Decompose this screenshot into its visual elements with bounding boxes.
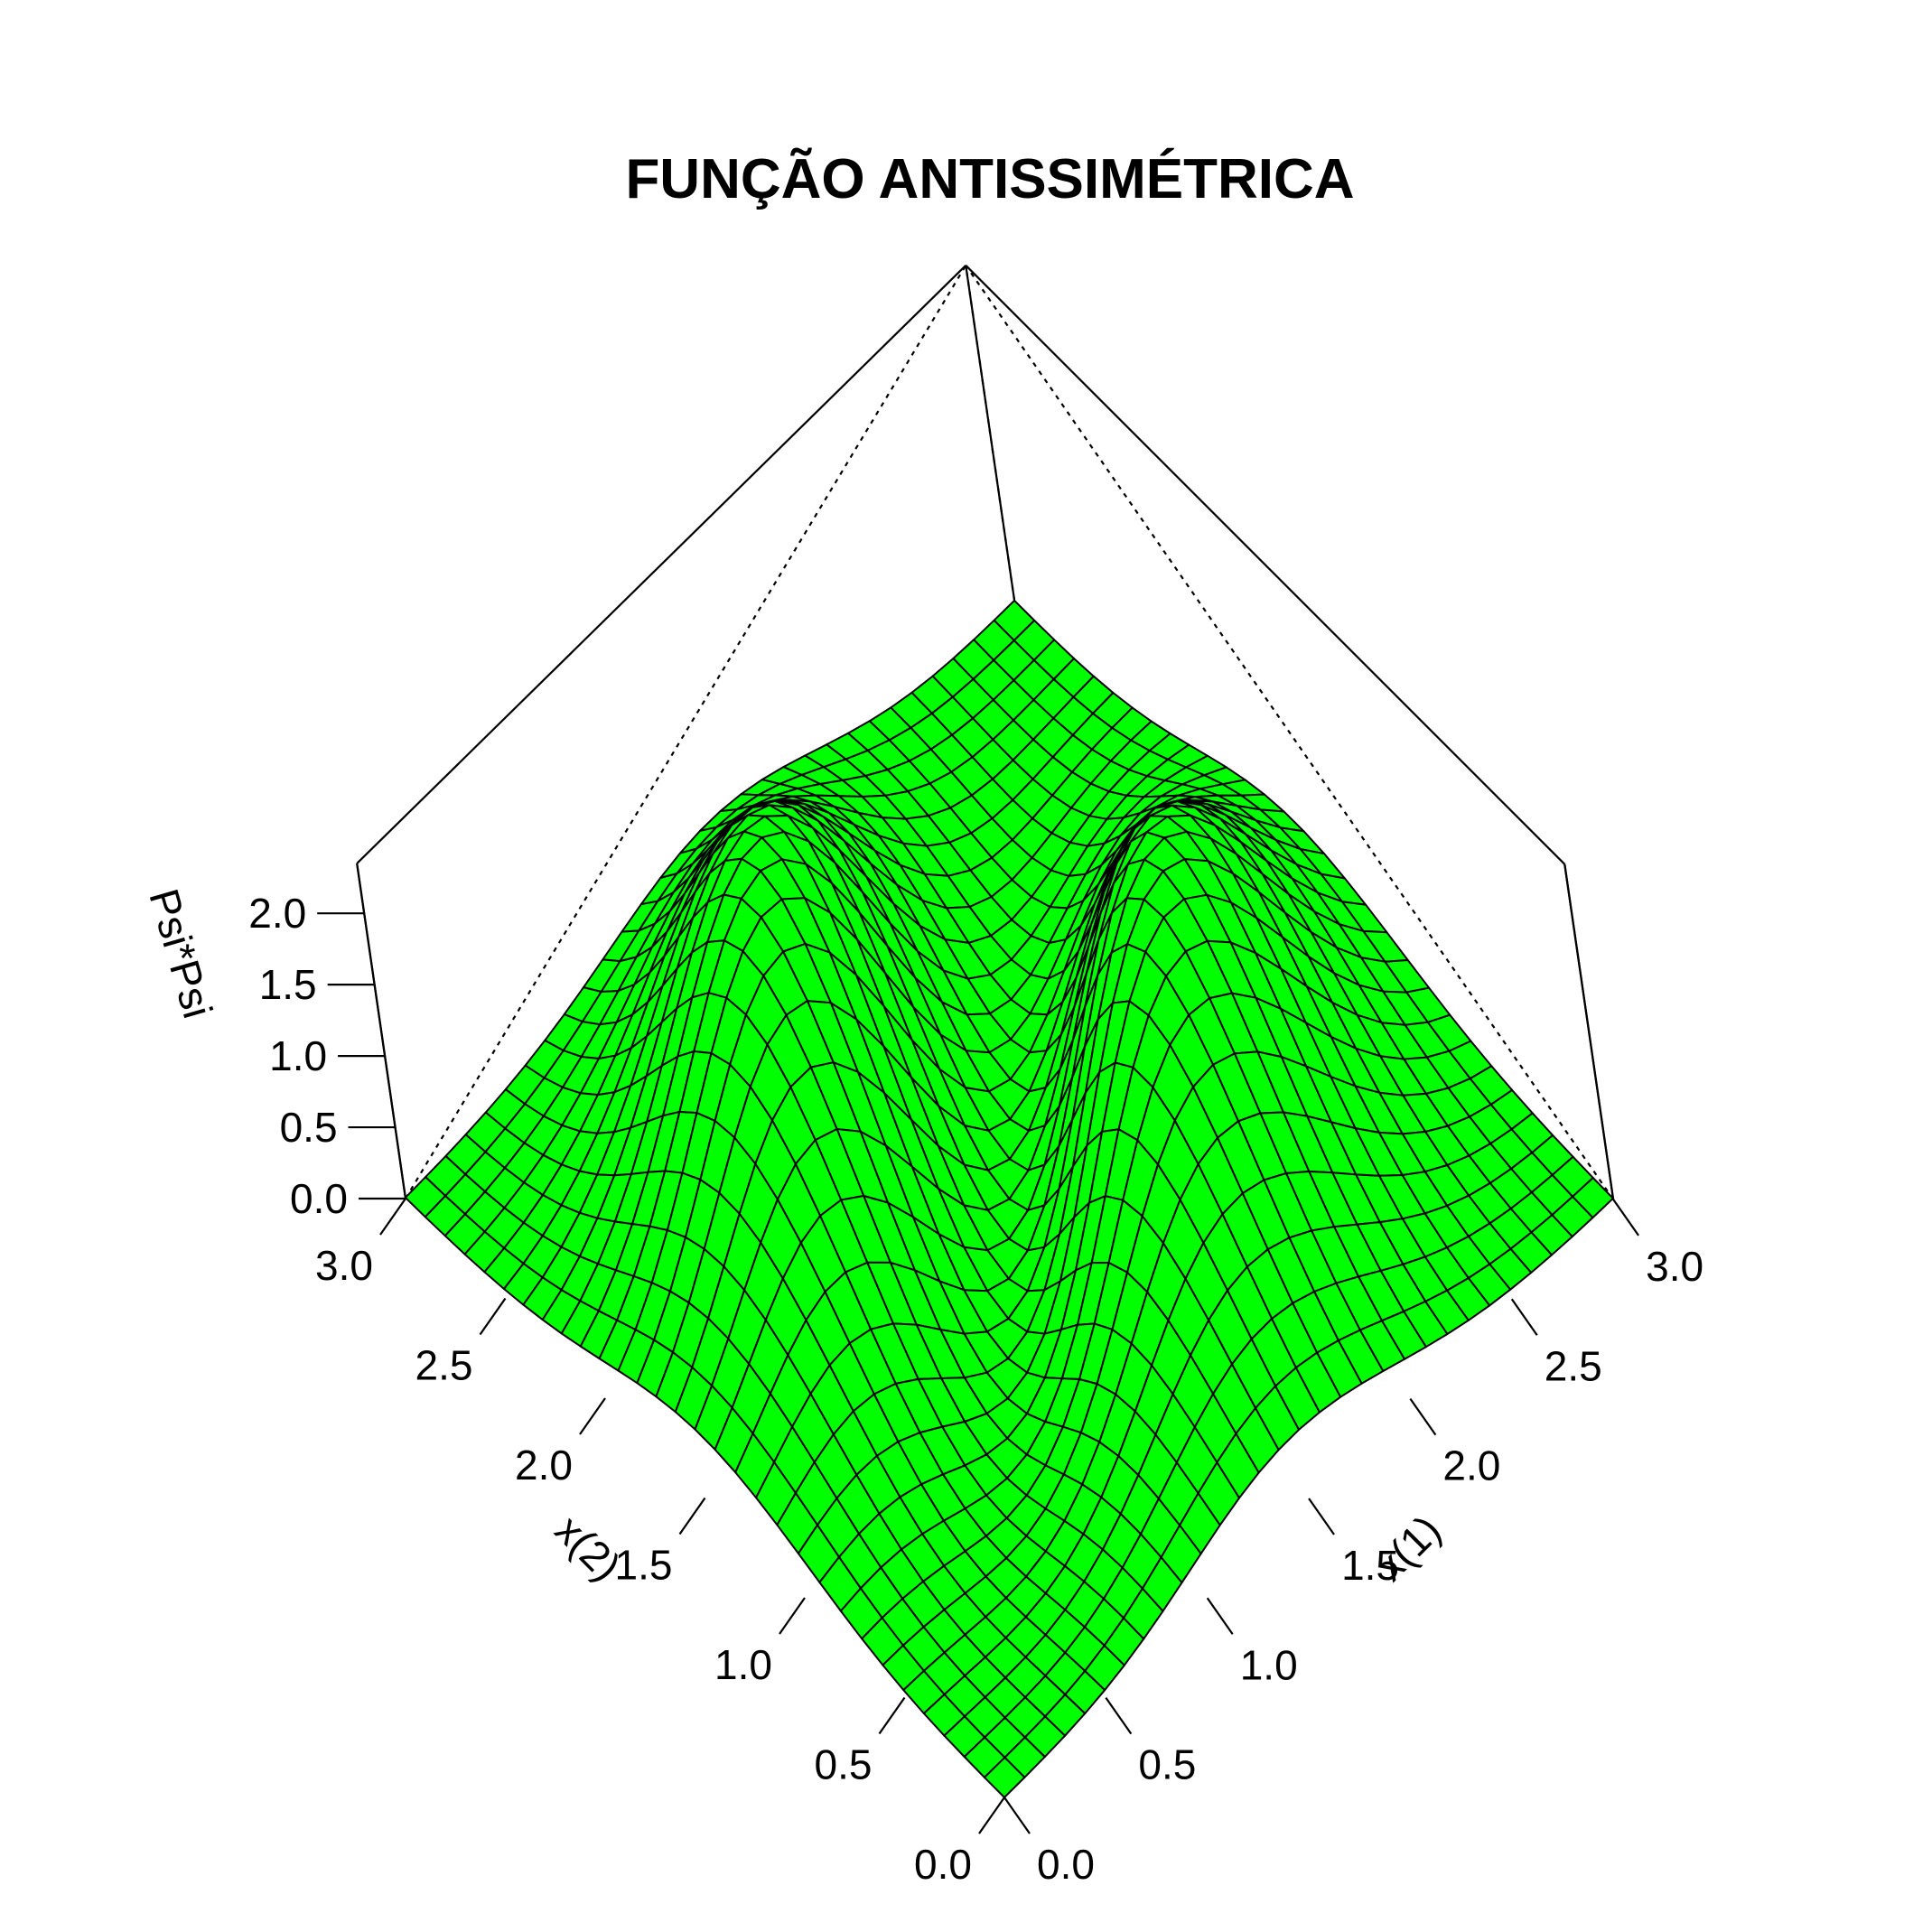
chart-title: FUNÇÃO ANTISSIMÉTRICA xyxy=(625,148,1354,210)
y-tick-label: 3.0 xyxy=(315,1242,373,1289)
z-tick-label: 1.0 xyxy=(269,1032,327,1079)
box-edge xyxy=(965,265,1566,865)
y-tick-label: 2.5 xyxy=(415,1342,473,1389)
x-tick xyxy=(1206,1597,1234,1635)
box-edge xyxy=(965,265,1016,602)
x-tick-label: 1.5 xyxy=(1341,1542,1399,1589)
box-edge-dotted xyxy=(405,265,967,1199)
y-tick xyxy=(379,1198,406,1236)
x-tick xyxy=(1510,1298,1538,1336)
x-tick xyxy=(1003,1797,1031,1834)
x-tick-label: 2.5 xyxy=(1545,1342,1602,1389)
z-tick-label: 0.5 xyxy=(280,1104,338,1151)
z-tick-label: 1.5 xyxy=(259,961,317,1008)
x-tick-label: 0.5 xyxy=(1138,1741,1196,1788)
axes: 0.0 0.5 1.0 1.5 2.0 2.5 3.0 0.0 0.5 1.0 1.5 2.0 2.5 3… xyxy=(248,890,1703,1888)
y-tick xyxy=(479,1297,507,1336)
x-tick-label: 1.0 xyxy=(1240,1641,1298,1688)
box-edge xyxy=(1563,863,1615,1200)
y-tick-label: 1.0 xyxy=(714,1641,772,1688)
x-tick-label: 2.0 xyxy=(1442,1442,1500,1489)
y-tick-label: 0.0 xyxy=(914,1841,972,1888)
z-axis-label: Psi*Psi xyxy=(140,883,221,1022)
y-tick-label: 2.0 xyxy=(515,1442,573,1489)
y-tick xyxy=(579,1397,606,1435)
x-tick xyxy=(1612,1199,1640,1237)
box-edge xyxy=(356,863,407,1199)
box-edge xyxy=(356,265,967,864)
y-tick xyxy=(779,1597,806,1635)
surface-mesh xyxy=(404,599,1614,1798)
y-tick xyxy=(678,1497,706,1535)
z-tick-label: 0.0 xyxy=(290,1175,348,1222)
y-tick xyxy=(878,1696,906,1735)
x-tick xyxy=(1409,1397,1437,1436)
z-tick-label: 2.0 xyxy=(248,890,306,937)
y-tick-label: 0.5 xyxy=(815,1741,873,1788)
x-tick-label: 0.0 xyxy=(1037,1841,1095,1888)
surface-facet xyxy=(983,1756,1026,1798)
y-tick-label: 1.5 xyxy=(615,1542,673,1589)
y-tick xyxy=(978,1797,1005,1834)
x-tick-label: 3.0 xyxy=(1646,1243,1703,1290)
x-tick xyxy=(1308,1498,1335,1535)
box-edge-dotted xyxy=(965,265,1615,1200)
x-tick xyxy=(1105,1697,1133,1735)
